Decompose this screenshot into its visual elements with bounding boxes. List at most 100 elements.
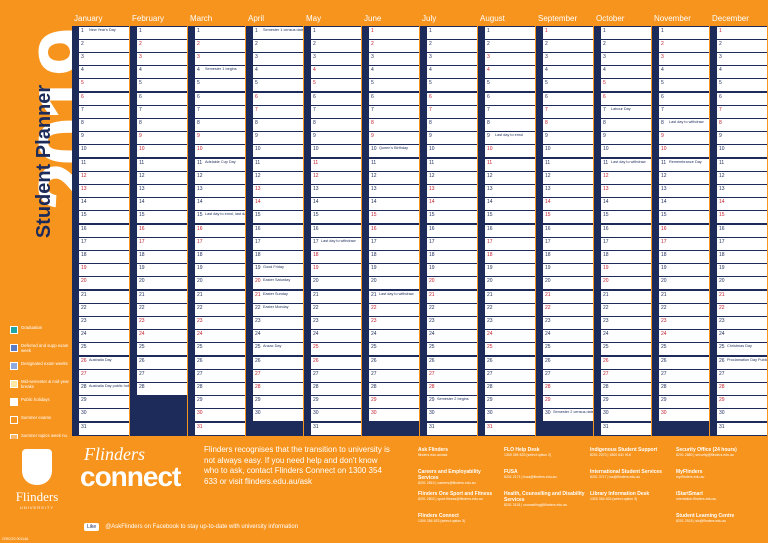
day-cell[interactable]: W12: [369, 171, 419, 184]
day-cell[interactable]: M15: [427, 211, 477, 224]
day-cell[interactable]: F19Good Friday: [253, 264, 303, 277]
day-cell[interactable]: S15: [543, 211, 593, 224]
day-cell[interactable]: S17: [195, 237, 245, 250]
day-cell[interactable]: M27: [311, 369, 361, 382]
day-cell[interactable]: S30: [195, 409, 245, 422]
day-cell[interactable]: W24: [253, 330, 303, 343]
day-cell[interactable]: S31: [485, 422, 535, 435]
day-cell[interactable]: T30: [253, 409, 303, 422]
day-cell[interactable]: F26: [427, 356, 477, 369]
day-cell[interactable]: T21: [195, 290, 245, 303]
day-cell[interactable]: F13: [543, 184, 593, 198]
day-cell[interactable]: M13: [311, 184, 361, 198]
day-cell[interactable]: S24: [659, 330, 709, 343]
day-cell[interactable]: S28: [717, 382, 767, 396]
day-cell[interactable]: S3: [485, 52, 535, 66]
day-cell[interactable]: S18: [485, 250, 535, 264]
day-cell[interactable]: S7: [253, 105, 303, 118]
day-cell[interactable]: W20: [195, 277, 245, 290]
day-cell[interactable]: T24: [601, 330, 651, 343]
day-cell[interactable]: T31: [717, 422, 767, 435]
day-cell[interactable]: T25Anzac Day: [253, 343, 303, 356]
day-cell[interactable]: F14: [369, 198, 419, 211]
day-cell[interactable]: F29: [195, 396, 245, 409]
day-cell[interactable]: M21: [79, 290, 129, 303]
day-cell[interactable]: T4: [369, 66, 419, 79]
day-cell[interactable]: S24: [137, 330, 187, 343]
day-cell[interactable]: S8: [543, 118, 593, 132]
day-cell[interactable]: M29: [253, 396, 303, 409]
day-cell[interactable]: W18: [543, 250, 593, 264]
day-cell[interactable]: T14: [311, 198, 361, 211]
day-cell[interactable]: T2: [427, 39, 477, 52]
day-cell[interactable]: S1: [543, 26, 593, 39]
day-cell[interactable]: W16: [79, 224, 129, 237]
day-cell[interactable]: W11: [543, 158, 593, 171]
day-cell[interactable]: T15: [79, 211, 129, 224]
day-cell[interactable]: S6: [427, 92, 477, 105]
day-cell[interactable]: T14: [659, 198, 709, 211]
day-cell[interactable]: T25: [427, 343, 477, 356]
day-cell[interactable]: T12: [137, 171, 187, 184]
day-cell[interactable]: W13: [195, 184, 245, 198]
day-cell[interactable]: F18: [79, 250, 129, 264]
day-cell[interactable]: S17: [485, 237, 535, 250]
day-cell[interactable]: T26Proclamation Day Public Holiday: [717, 356, 767, 369]
day-cell[interactable]: M29Semester 2 begins: [427, 396, 477, 409]
day-cell[interactable]: M17: [369, 237, 419, 250]
day-cell[interactable]: M11Remembrance Day: [659, 158, 709, 171]
day-cell[interactable]: T7: [137, 105, 187, 118]
day-cell[interactable]: M8: [427, 118, 477, 132]
day-cell[interactable]: S10: [659, 145, 709, 158]
day-cell[interactable]: T10: [79, 145, 129, 158]
day-cell[interactable]: S3: [659, 52, 709, 66]
day-cell[interactable]: S6: [79, 92, 129, 105]
day-cell[interactable]: M18: [195, 250, 245, 264]
day-cell[interactable]: M24: [369, 330, 419, 343]
day-cell[interactable]: M22Easter Monday: [253, 303, 303, 316]
day-cell[interactable]: W3: [427, 52, 477, 66]
day-cell[interactable]: S16: [369, 224, 419, 237]
day-cell[interactable]: T19: [543, 264, 593, 277]
day-cell[interactable]: M7Labour Day: [601, 105, 651, 118]
day-cell[interactable]: W29: [311, 396, 361, 409]
day-cell[interactable]: T4: [253, 66, 303, 79]
day-cell[interactable]: T12: [195, 171, 245, 184]
like-button[interactable]: Like: [84, 523, 100, 531]
day-cell[interactable]: T29: [485, 396, 535, 409]
day-cell[interactable]: S14: [253, 198, 303, 211]
day-cell[interactable]: W6: [659, 92, 709, 105]
day-cell[interactable]: T27: [485, 369, 535, 382]
day-cell[interactable]: W3: [253, 52, 303, 66]
day-cell[interactable]: S7: [543, 105, 593, 118]
day-cell[interactable]: F25: [601, 343, 651, 356]
day-cell[interactable]: T7: [659, 105, 709, 118]
day-cell[interactable]: T12: [543, 171, 593, 184]
day-cell[interactable]: T11: [253, 158, 303, 171]
day-cell[interactable]: S22: [543, 303, 593, 316]
day-cell[interactable]: S22: [717, 303, 767, 316]
day-cell[interactable]: F29: [659, 396, 709, 409]
day-cell[interactable]: T1: [601, 26, 651, 39]
day-cell[interactable]: T18: [369, 250, 419, 264]
day-cell[interactable]: T2: [253, 39, 303, 52]
day-cell[interactable]: F12: [427, 171, 477, 184]
day-cell[interactable]: S12: [311, 171, 361, 184]
day-cell[interactable]: M8: [253, 118, 303, 132]
day-cell[interactable]: F23: [485, 316, 535, 330]
day-cell[interactable]: M1Semester 1 census date: [253, 26, 303, 39]
day-cell[interactable]: T17: [717, 237, 767, 250]
day-cell[interactable]: S26: [311, 356, 361, 369]
day-cell[interactable]: S30: [659, 409, 709, 422]
day-cell[interactable]: T8: [485, 118, 535, 132]
day-cell[interactable]: M30Semester 2 census date: [543, 409, 593, 422]
day-cell[interactable]: T5: [543, 79, 593, 92]
day-cell[interactable]: S9: [195, 132, 245, 145]
day-cell[interactable]: F13: [717, 184, 767, 198]
day-cell[interactable]: M16: [717, 224, 767, 237]
day-cell[interactable]: T13: [369, 184, 419, 198]
day-cell[interactable]: W28: [485, 382, 535, 396]
day-cell[interactable]: T1New Year's Day: [79, 26, 129, 39]
day-cell[interactable]: F3: [311, 52, 361, 66]
day-cell[interactable]: S21Easter Sunday: [253, 290, 303, 303]
